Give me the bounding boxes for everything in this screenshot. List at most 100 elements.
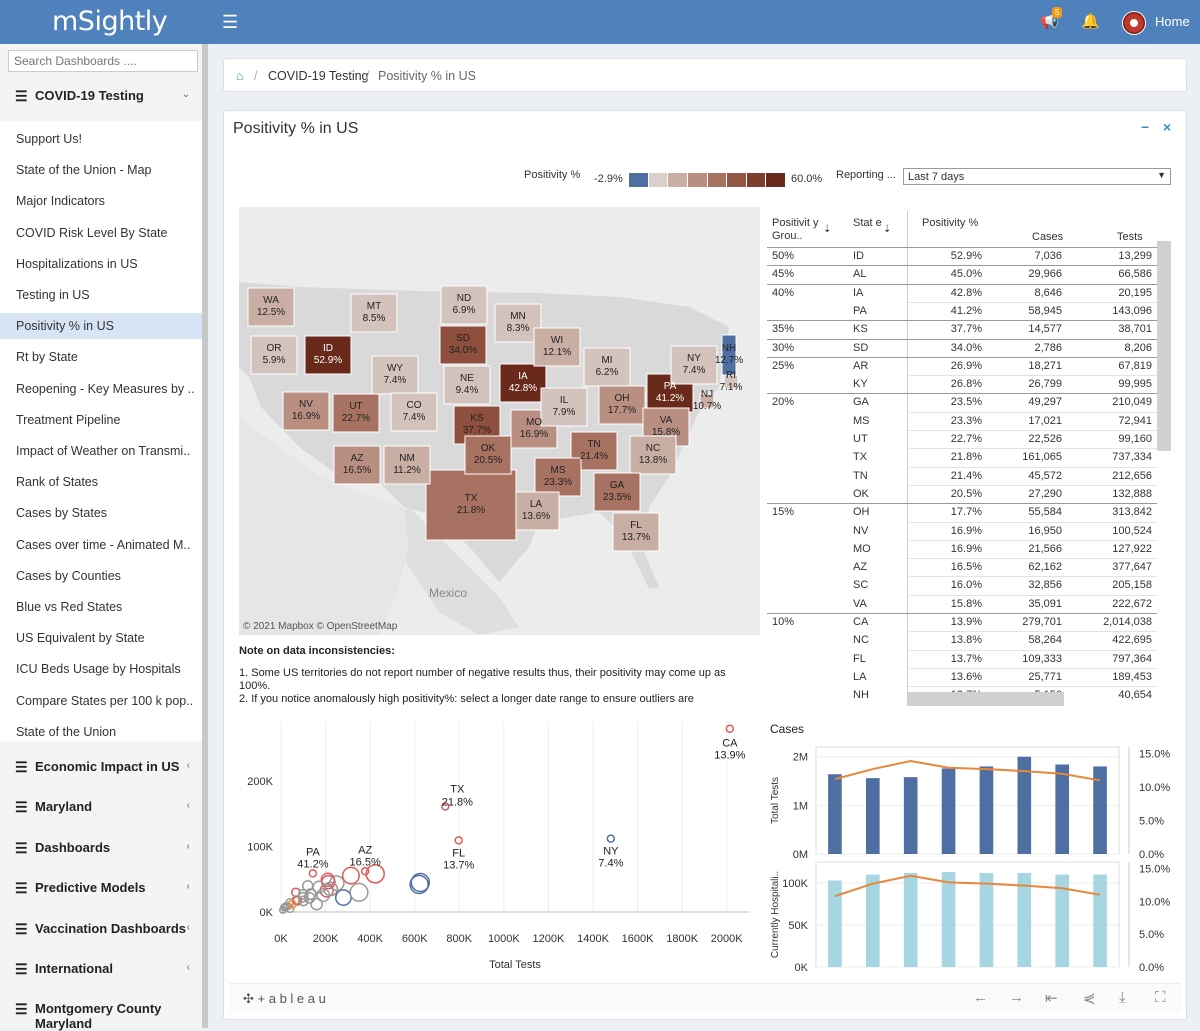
brand-logo[interactable]: mSightly (52, 6, 168, 37)
state-shape[interactable] (250, 335, 298, 375)
fullscreen-icon[interactable]: ⛶ (1155, 989, 1166, 1006)
sidebar-item[interactable]: Positivity % in US (0, 313, 202, 340)
sidebar-item[interactable]: Treatment Pipeline (16, 412, 121, 427)
sidebar-item[interactable]: Major Indicators (16, 194, 105, 209)
bell-icon[interactable]: 🔔 (1081, 13, 1100, 30)
sidebar-section[interactable]: ☰ Maryland ‹ (0, 787, 202, 828)
col-header-cases[interactable]: Cases (1032, 231, 1064, 243)
table-row[interactable]: LA 13.6% 25,771 189,453 (853, 670, 1152, 683)
table-row[interactable]: OK 20.5% 27,290 132,888 (853, 487, 1152, 500)
state-shape[interactable] (443, 365, 491, 405)
home-link[interactable]: Home (1155, 14, 1190, 29)
state-shape[interactable] (670, 345, 718, 385)
combo-chart[interactable]: Cases 0M 1M 2M Total Tests 0.0% 5.0% 10.0% 15.0%… (764, 717, 1174, 977)
avatar[interactable] (1122, 11, 1146, 35)
state-shape[interactable] (540, 387, 588, 427)
table-row[interactable]: 15% OH 17.7% 55,584 313,842 (772, 506, 1152, 519)
sidebar-section[interactable]: ☰ Dashboards ‹ (0, 827, 202, 868)
reporting-select[interactable]: Last 7 days ▼ (903, 168, 1171, 185)
sidebar-item[interactable]: Cases over time - Animated M.. (16, 537, 191, 552)
sidebar-section[interactable]: ☰ Vaccination Dashboards ‹ (0, 908, 202, 949)
state-shape[interactable] (583, 347, 631, 387)
table-row[interactable]: NV 16.9% 16,950 100,524 (853, 524, 1152, 537)
table-row[interactable]: AZ 16.5% 62,162 377,647 (853, 561, 1152, 574)
table-row[interactable]: MO 16.9% 21,566 127,922 (853, 542, 1152, 555)
state-shape[interactable] (439, 325, 487, 365)
sort-icon[interactable]: ⇣ (883, 224, 892, 235)
state-shape[interactable] (512, 491, 560, 531)
table-row[interactable]: 40% IA 42.8% 8,646 20,195 (772, 286, 1152, 299)
minimize-icon[interactable]: − (1141, 119, 1150, 135)
sidebar-item[interactable]: Blue vs Red States (16, 600, 123, 614)
sidebar-item[interactable]: Hospitalizations in US (16, 256, 138, 271)
col-header-tests[interactable]: Tests (1117, 231, 1143, 243)
undo-icon[interactable]: ← (973, 989, 988, 1006)
table-row[interactable]: 10% CA 13.9% 279,701 2,014,038 (772, 616, 1152, 628)
state-shape[interactable] (533, 327, 581, 367)
table-row[interactable]: PA 41.2% 58,945 143,096 (853, 304, 1152, 317)
table-row[interactable]: KY 26.8% 26,799 99,995 (853, 378, 1152, 391)
close-icon[interactable]: × (1163, 119, 1172, 135)
redo-icon[interactable]: → (1009, 989, 1024, 1006)
state-shape[interactable] (629, 435, 677, 475)
state-shape[interactable] (598, 385, 646, 425)
us-map[interactable]: Mexico WA 12.5% OR 5.9% ID 52.9% MT 8.5% WY 7.4% N… (239, 207, 760, 635)
state-shape[interactable] (425, 469, 517, 541)
home-icon[interactable]: ⌂ (236, 69, 244, 83)
state-shape[interactable] (593, 472, 641, 512)
sidebar-item[interactable]: State of the Union - Map (16, 163, 152, 178)
state-shape[interactable] (247, 287, 295, 327)
download-icon[interactable]: ⤓ (1119, 989, 1126, 1006)
table-row[interactable]: 25% AR 26.9% 18,271 67,819 (772, 359, 1152, 372)
state-shape[interactable] (699, 393, 715, 409)
col-header-group[interactable]: Positivit y Grou.. (772, 217, 819, 242)
table-row[interactable]: 50% ID 52.9% 7,036 13,299 (772, 250, 1152, 262)
sidebar-item[interactable]: Compare States per 100 k pop.. (16, 693, 194, 708)
table-row[interactable]: UT 22.7% 22,526 99,160 (853, 433, 1152, 445)
table-row[interactable]: 45% AL 45.0% 29,966 66,586 (772, 268, 1152, 281)
sidebar-item[interactable]: State of the Union (16, 724, 117, 739)
sidebar-item[interactable]: Cases by Counties (16, 568, 121, 583)
col-header-state[interactable]: Stat e (853, 217, 882, 229)
revert-icon[interactable]: ⇤ (1045, 990, 1058, 1007)
table-row[interactable]: SC 16.0% 32,856 205,158 (853, 579, 1152, 592)
state-shape[interactable] (304, 335, 352, 375)
search-input[interactable] (8, 50, 198, 72)
sidebar-item[interactable]: Support Us! (16, 132, 83, 146)
state-shape[interactable] (282, 391, 330, 431)
state-shape[interactable] (612, 512, 660, 552)
state-shape[interactable] (494, 303, 542, 343)
state-shape[interactable] (350, 293, 398, 333)
table-row[interactable]: MS 23.3% 17,021 72,941 (853, 414, 1152, 427)
state-shape[interactable] (464, 435, 512, 475)
table-row[interactable]: TN 21.4% 45,572 212,656 (853, 469, 1152, 482)
sidebar-section-covid[interactable]: ☰ COVID-19 Testing ⌄ (0, 76, 202, 116)
table-scrollbar-horizontal[interactable] (907, 692, 1064, 706)
table-row[interactable]: VA 15.8% 35,091 222,672 (853, 597, 1152, 610)
sidebar-section[interactable]: ☰ Montgomery County Maryland (0, 989, 202, 1031)
state-shape[interactable] (371, 355, 419, 395)
state-shape[interactable] (499, 363, 547, 403)
sidebar-item[interactable]: Reopening - Key Measures by .. (16, 381, 194, 396)
table-row[interactable]: 20% GA 23.5% 49,297 210,049 (772, 396, 1152, 409)
state-shape[interactable] (390, 392, 438, 432)
state-shape[interactable] (332, 393, 380, 433)
state-shape[interactable] (440, 285, 488, 325)
breadcrumb-parent[interactable]: COVID-19 Testing (268, 69, 369, 83)
sidebar-section[interactable]: ☰ Predictive Models ‹ (0, 868, 202, 909)
sidebar-item[interactable]: US Equivalent by State (16, 631, 145, 646)
sidebar-item[interactable]: Impact of Weather on Transmi.. (16, 444, 191, 458)
share-icon[interactable]: ⋞ (1083, 990, 1096, 1007)
state-shape[interactable] (383, 445, 431, 485)
sidebar-item[interactable]: ICU Beds Usage by Hospitals (16, 662, 181, 677)
menu-toggle-icon[interactable]: ☰ (222, 12, 239, 32)
col-header-positivity[interactable]: Positivity % (922, 217, 979, 229)
state-shape[interactable] (723, 374, 739, 390)
positivity-table[interactable]: Positivit y Grou.. ⇣ Stat e ⇣ Positivity… (767, 211, 1172, 706)
sidebar-item[interactable]: Testing in US (16, 288, 90, 302)
table-row[interactable]: 30% SD 34.0% 2,786 8,206 (772, 341, 1152, 354)
scatter-chart[interactable]: 0K 200K 400K 600K 800K 1000K 1200K 1400K 1600K 18… (239, 717, 764, 972)
sidebar-section[interactable]: ☰ Economic Impact in US ‹ (0, 747, 202, 787)
table-row[interactable]: FL 13.7% 109,333 797,364 (853, 652, 1152, 665)
table-row[interactable]: TX 21.8% 161,065 737,334 (853, 451, 1152, 464)
